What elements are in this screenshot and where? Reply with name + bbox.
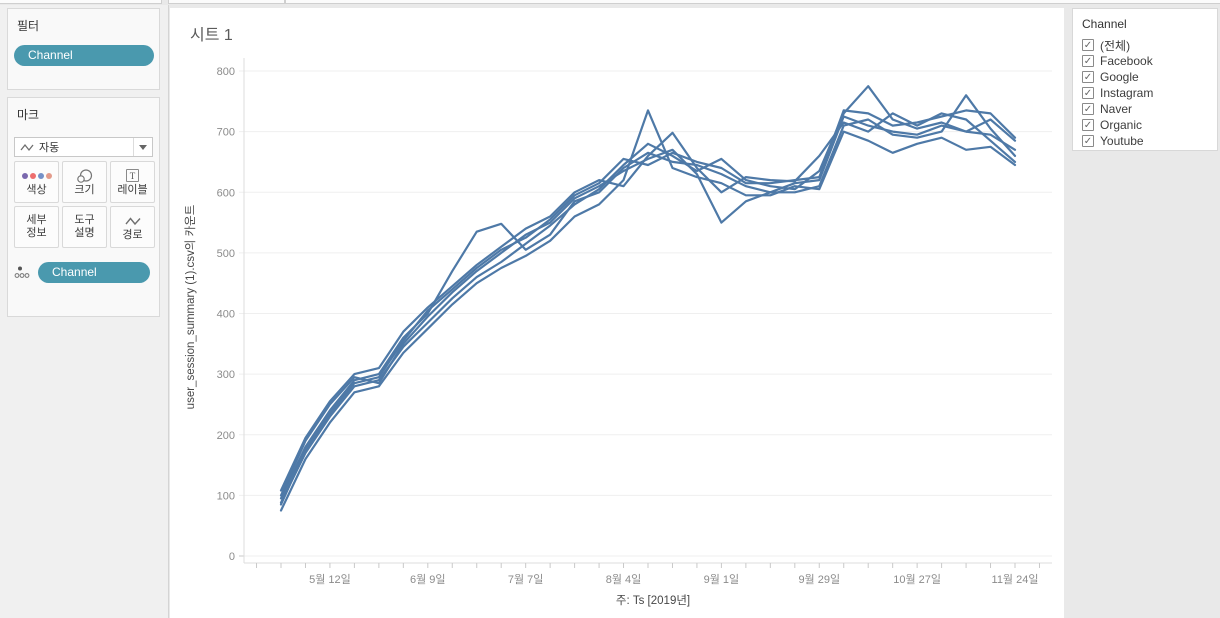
y-axis-tick-label: 200	[217, 430, 235, 442]
marks-button-grid: 색상 크기 T 레이블 세부 정보	[14, 161, 155, 248]
y-axis-tick-label: 700	[217, 127, 235, 139]
checkbox-icon[interactable]: ✓	[1082, 119, 1094, 131]
line-chart[interactable]: 0 100 200 300 400 500 600 700 800 5월 12일 6월 9일 7월 7…	[170, 8, 1064, 618]
x-axis-tick-label: 9월 29일	[798, 572, 840, 586]
series-line-youtube[interactable]	[279, 112, 1017, 492]
checkbox-icon[interactable]: ✓	[1082, 71, 1094, 83]
marks-card: 마크 자동 색상	[7, 97, 160, 317]
x-axis-tick-label: 11월 24일	[992, 572, 1039, 586]
y-axis-tick-label: 800	[217, 66, 235, 78]
detail-pill-channel[interactable]: Channel	[38, 261, 150, 283]
series-line-organic[interactable]	[279, 109, 1017, 506]
detail-shelf-icon	[14, 266, 30, 278]
series-line-naver[interactable]	[279, 94, 1017, 497]
checkbox-icon[interactable]: ✓	[1082, 87, 1094, 99]
y-axis-tick-label: 0	[229, 551, 235, 563]
path-button-label: 경로	[122, 229, 143, 241]
legend-item-youtube[interactable]: ✓ Youtube	[1073, 133, 1217, 149]
tooltip-button[interactable]: 도구 설명	[62, 206, 107, 248]
color-dots-icon	[21, 167, 52, 184]
legend-item-label: Facebook	[1100, 54, 1153, 68]
legend-item-label: Organic	[1100, 118, 1143, 132]
y-axis-tick-label: 500	[217, 248, 235, 260]
shelf-cutoff-strip	[0, 0, 1220, 5]
y-axis-tick-label: 600	[217, 187, 235, 199]
legend-item-facebook[interactable]: ✓ Facebook	[1073, 53, 1217, 69]
legend-item-label: Instagram	[1100, 86, 1154, 100]
label-button-label: 레이블	[117, 184, 148, 196]
x-axis-tick-label: 8월 4일	[606, 572, 642, 586]
channel-filter-card: Channel ✓ (전체) ✓ Facebook ✓ Google ✓ Instagram ✓…	[1072, 8, 1218, 151]
path-line-icon	[20, 143, 34, 152]
path-button[interactable]: 경로	[110, 206, 155, 248]
sheet-canvas: 시트 1 0 100 200 300 400 500 600 700 800 5월 12일 6월 9…	[170, 8, 1064, 618]
detail-button[interactable]: 세부 정보	[14, 206, 59, 248]
dropdown-arrow[interactable]	[133, 138, 152, 156]
series-line-google[interactable]	[279, 85, 1017, 504]
legend-item-instagram[interactable]: ✓ Instagram	[1073, 85, 1217, 101]
color-button[interactable]: 색상	[14, 161, 59, 203]
legend-item-전체[interactable]: ✓ (전체)	[1073, 37, 1217, 53]
worksheet-sidebar: 필터 Channel 마크 자동 색상	[0, 5, 169, 618]
label-t-icon: T	[126, 167, 139, 184]
y-axis-tick-label: 100	[217, 490, 235, 502]
size-circles-icon	[76, 167, 93, 184]
legend-item-google[interactable]: ✓ Google	[1073, 69, 1217, 85]
x-axis-title: 주: Ts [2019년]	[616, 594, 690, 607]
channel-filter-items: ✓ (전체) ✓ Facebook ✓ Google ✓ Instagram ✓ Naver ✓ Or…	[1073, 37, 1217, 149]
x-axis-tick-label: 5월 12일	[309, 572, 351, 586]
sheet-title: 시트 1	[190, 27, 233, 44]
checkbox-icon[interactable]: ✓	[1082, 39, 1094, 51]
x-axis-tick-label: 6월 9일	[410, 572, 446, 586]
label-button[interactable]: T 레이블	[110, 161, 155, 203]
y-axis-title: user_session_summary (1).csv의 카운트	[184, 205, 197, 410]
channel-filter-title: Channel	[1082, 17, 1127, 31]
x-axis-tick-label: 10월 27일	[893, 572, 941, 586]
size-button[interactable]: 크기	[62, 161, 107, 203]
detail-shelf-row: Channel	[14, 261, 155, 283]
mark-type-value: 자동	[39, 142, 60, 154]
chevron-down-icon	[139, 144, 147, 150]
filters-card-title: 필터	[17, 19, 40, 33]
color-button-label: 색상	[26, 184, 47, 196]
path-line-icon	[124, 212, 141, 229]
filter-pill-channel[interactable]: Channel	[14, 45, 154, 66]
detail-button-label: 세부 정보	[26, 214, 47, 239]
legend-item-naver[interactable]: ✓ Naver	[1073, 101, 1217, 117]
legend-item-label: Naver	[1100, 102, 1133, 116]
legend-item-label: Youtube	[1100, 134, 1144, 148]
filters-card: 필터 Channel	[7, 8, 160, 90]
y-axis-tick-label: 400	[217, 309, 235, 321]
legend-item-label: Google	[1100, 70, 1139, 84]
legend-item-organic[interactable]: ✓ Organic	[1073, 117, 1217, 133]
mark-type-dropdown[interactable]: 자동	[14, 137, 153, 157]
series-line-instagram[interactable]	[279, 109, 1017, 512]
checkbox-icon[interactable]: ✓	[1082, 103, 1094, 115]
y-axis-tick-label: 300	[217, 369, 235, 381]
marks-card-title: 마크	[17, 108, 40, 122]
checkbox-icon[interactable]: ✓	[1082, 135, 1094, 147]
x-axis-tick-label: 9월 1일	[704, 572, 740, 586]
size-button-label: 크기	[74, 184, 95, 196]
x-axis-tick-label: 7월 7일	[508, 572, 544, 586]
series-line-facebook[interactable]	[279, 115, 1017, 500]
checkbox-icon[interactable]: ✓	[1082, 55, 1094, 67]
legend-item-label: (전체)	[1100, 38, 1131, 53]
tooltip-button-label: 도구 설명	[74, 214, 95, 239]
